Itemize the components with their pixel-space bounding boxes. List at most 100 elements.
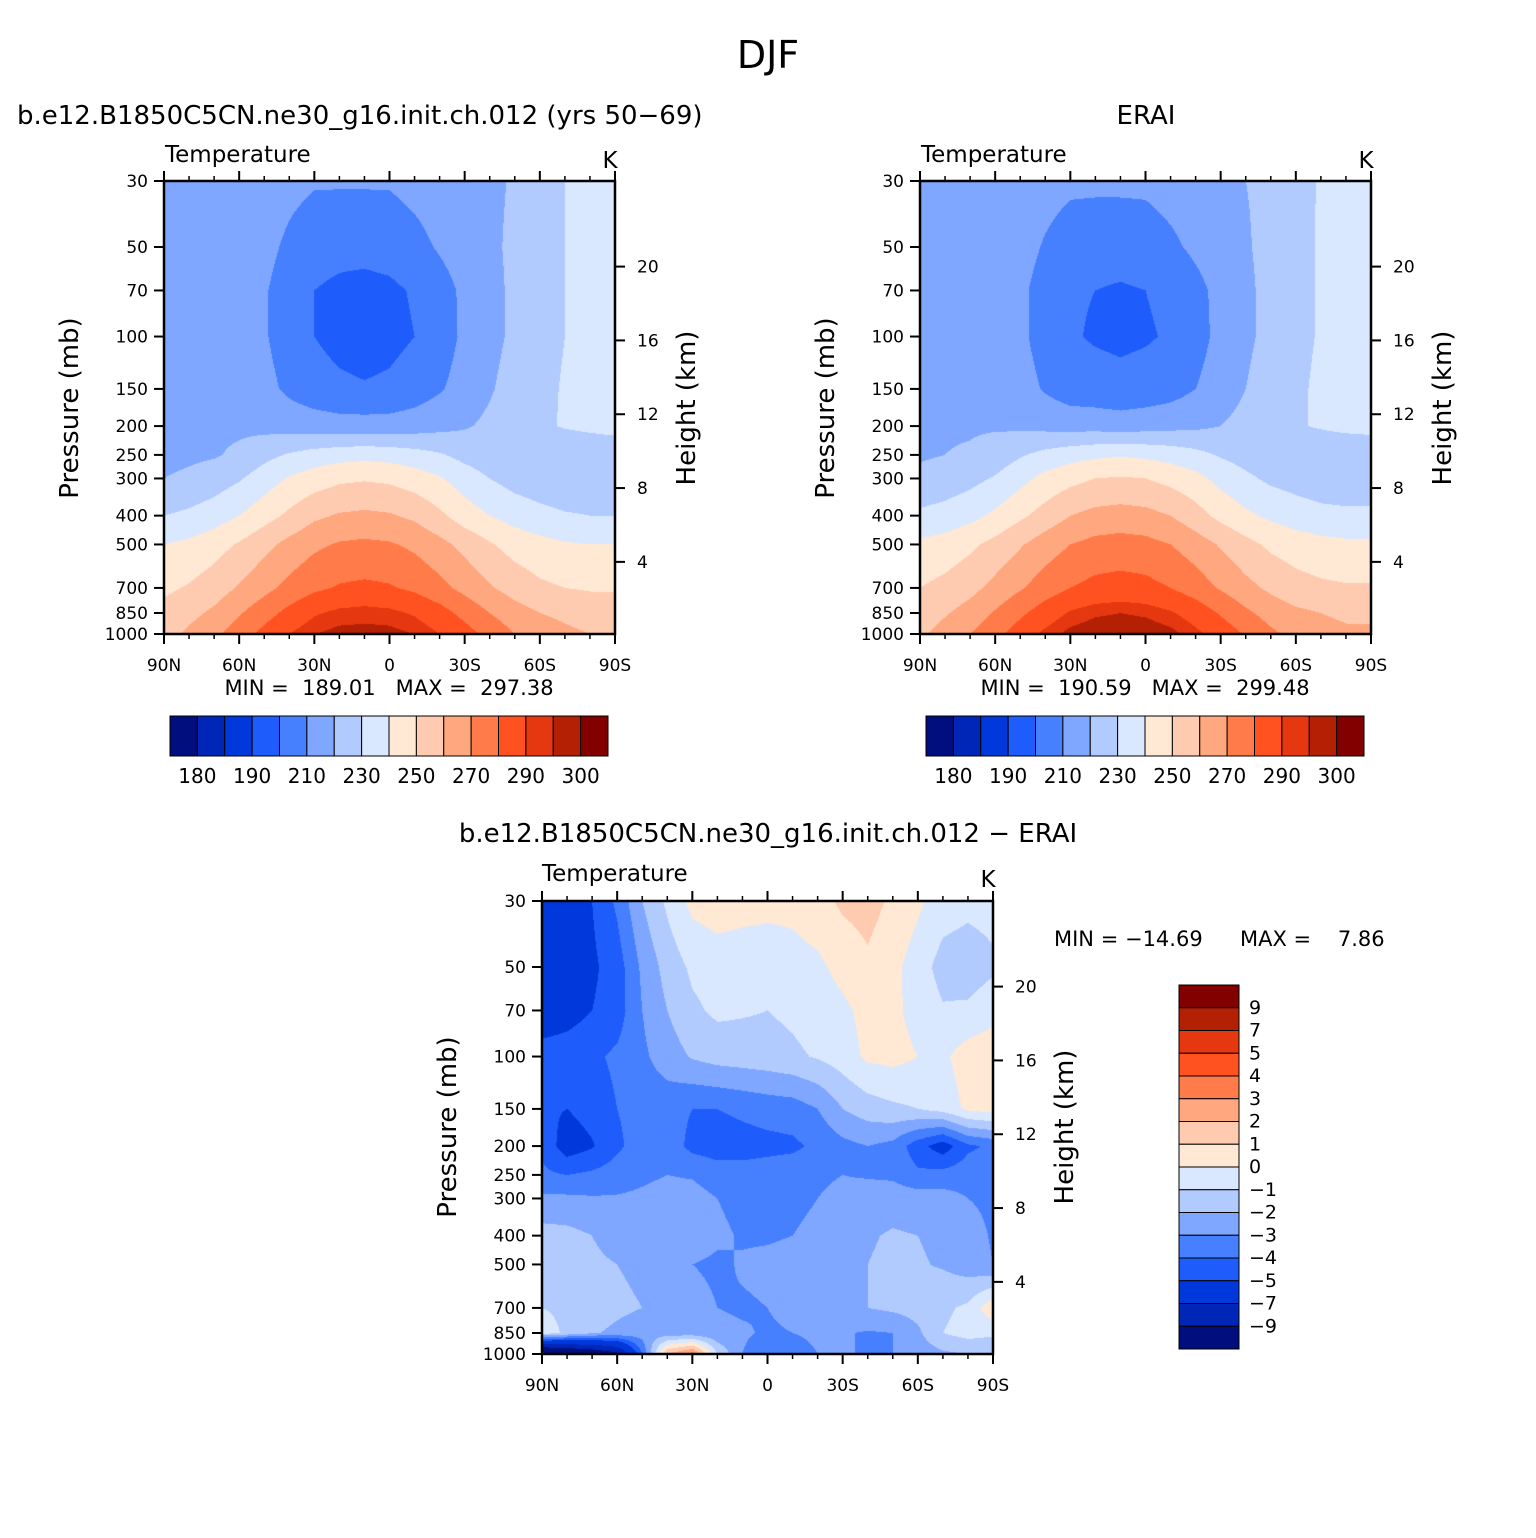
diff-contour-field [542, 901, 993, 1354]
model-plot-area: 90N 60N 30N 0 30S 60S 90S 30 50 70 100 150 200 250 300… [105, 171, 659, 676]
diff-colorbar-label: 7 [1249, 1020, 1261, 1042]
model-ytick-label: 30 [126, 172, 148, 192]
diff-colorbar-label: 9 [1249, 997, 1261, 1019]
diff-colorbar-swatch [1178, 1075, 1240, 1100]
diff-ytick-label: 70 [504, 1001, 526, 1021]
model-ytick-label: 700 [116, 579, 148, 599]
diff-colorbar-label: 1 [1249, 1133, 1261, 1155]
model-ytick-label: 250 [116, 446, 148, 466]
diff-colorbar-swatch [1178, 1189, 1240, 1213]
model-colorbar-swatch [279, 715, 308, 757]
diff-ytick-label: 100 [494, 1048, 526, 1068]
obs-colorbar-swatch [952, 715, 982, 757]
diff-colorbar-swatch [1178, 1030, 1240, 1054]
obs-colorbar-swatch [1308, 715, 1338, 757]
obs-ytick-label: 100 [872, 328, 904, 348]
diff-colorbar-swatch [1178, 1234, 1240, 1259]
model-xtick-label: 60S [524, 656, 556, 676]
obs-ytick-label: 150 [872, 380, 904, 400]
model-ytick-label: 200 [116, 417, 148, 437]
diff-panel: b.e12.B1850C5CN.ne30_g16.init.ch.012 − E… [433, 819, 1385, 1396]
obs-stats: MIN = 190.59 MAX = 299.48 [980, 676, 1309, 700]
obs-ytick-label: 50 [882, 238, 904, 258]
model-ylabel-right: Height (km) [672, 331, 702, 486]
diff-colorbar-swatch [1178, 1098, 1240, 1122]
obs-colorbar-label: 180 [934, 764, 972, 788]
diff-xtick-label: 30N [675, 1376, 709, 1396]
model-colorbar-swatch [443, 715, 472, 757]
diff-colorbar-swatch [1178, 1303, 1240, 1327]
obs-ytick-right-label: 8 [1393, 479, 1404, 499]
diff-colorbar-swatch [1178, 1143, 1240, 1168]
model-stats: MIN = 189.01 MAX = 297.38 [224, 676, 553, 700]
model-xtick-label: 0 [384, 656, 395, 676]
diff-colorbar-label: 0 [1249, 1156, 1261, 1178]
diff-colorbar-swatch [1178, 1052, 1240, 1077]
obs-xtick-label: 60S [1280, 656, 1312, 676]
diff-ytick-right-label: 12 [1015, 1125, 1037, 1145]
model-ytick-right-label: 4 [637, 553, 648, 573]
diff-colorbar-label: −4 [1249, 1247, 1277, 1269]
diff-subtitle: Temperature [541, 861, 688, 887]
obs-ytick-label: 400 [872, 507, 904, 527]
obs-colorbar-label: 190 [989, 764, 1027, 788]
obs-colorbar-label: 210 [1044, 764, 1082, 788]
diff-ytick-label: 850 [494, 1324, 526, 1344]
diff-colorbar-label: −7 [1249, 1293, 1277, 1315]
figure-title: DJF [737, 33, 799, 77]
model-colorbar-label: 180 [178, 764, 216, 788]
model-colorbar-swatch [251, 715, 280, 757]
obs-xtick-label: 90N [903, 656, 937, 676]
diff-xtick-label: 90N [525, 1376, 559, 1396]
obs-colorbar-label: 300 [1318, 764, 1356, 788]
obs-ylabel-right: Height (km) [1428, 331, 1458, 486]
model-colorbar-swatch [470, 715, 499, 757]
obs-ytick-label: 200 [872, 417, 904, 437]
obs-ytick-right-label: 16 [1393, 331, 1415, 351]
diff-xtick-label: 0 [762, 1376, 773, 1396]
diff-ylabel: Pressure (mb) [433, 1036, 463, 1217]
obs-ytick-label: 300 [872, 469, 904, 489]
diff-ytick-label: 30 [504, 892, 526, 912]
diff-colorbar-label: 3 [1249, 1088, 1261, 1110]
obs-contour-field [920, 181, 1371, 634]
obs-ytick-label: 500 [872, 535, 904, 555]
diff-ytick-right-label: 8 [1015, 1199, 1026, 1219]
model-xtick-label: 30N [297, 656, 331, 676]
obs-ytick-right-label: 4 [1393, 553, 1404, 573]
obs-subtitle: Temperature [920, 142, 1067, 168]
model-colorbar-label: 190 [233, 764, 271, 788]
model-colorbar-swatch [306, 715, 335, 757]
obs-colorbar-swatch [1007, 715, 1036, 757]
model-colorbar-label: 300 [562, 764, 600, 788]
diff-colorbar-swatch [1178, 1257, 1240, 1282]
model-colorbar-swatch [333, 715, 363, 757]
obs-colorbar: 180 190 210 230 250 270 290 300 [925, 715, 1365, 788]
diff-plot-area: 90N 60N 30N 0 30S 60S 90S 30 50 70 100 150 200 250 300… [483, 891, 1037, 1396]
obs-colorbar-swatch [1035, 715, 1064, 757]
obs-ylabel: Pressure (mb) [811, 317, 841, 498]
obs-ytick-right-label: 20 [1393, 258, 1415, 278]
model-xtick-label: 90S [599, 656, 631, 676]
diff-ytick-label: 250 [494, 1166, 526, 1186]
diff-ylabel-right: Height (km) [1050, 1050, 1080, 1205]
diff-colorbar-swatch [1178, 1280, 1240, 1304]
obs-xtick-label: 30S [1204, 656, 1236, 676]
model-colorbar-label: 250 [397, 764, 435, 788]
diff-colorbar-swatch [1178, 984, 1240, 1009]
model-ytick-label: 400 [116, 507, 148, 527]
model-ytick-label: 100 [116, 328, 148, 348]
obs-colorbar-swatch [980, 715, 1009, 757]
model-ytick-right-label: 12 [637, 405, 659, 425]
model-ytick-label: 70 [126, 281, 148, 301]
diff-units: K [980, 867, 996, 893]
obs-colorbar-label: 230 [1099, 764, 1137, 788]
model-colorbar-label: 290 [507, 764, 545, 788]
diff-xtick-label: 60S [902, 1376, 934, 1396]
obs-ytick-label: 1000 [861, 625, 904, 645]
obs-panel: ERAI Temperature K 90N 60N 30N 0 30S 60S 90S 30… [811, 101, 1458, 788]
model-ytick-right-label: 16 [637, 331, 659, 351]
model-colorbar-swatch [361, 715, 390, 757]
obs-ytick-right-label: 12 [1393, 405, 1415, 425]
